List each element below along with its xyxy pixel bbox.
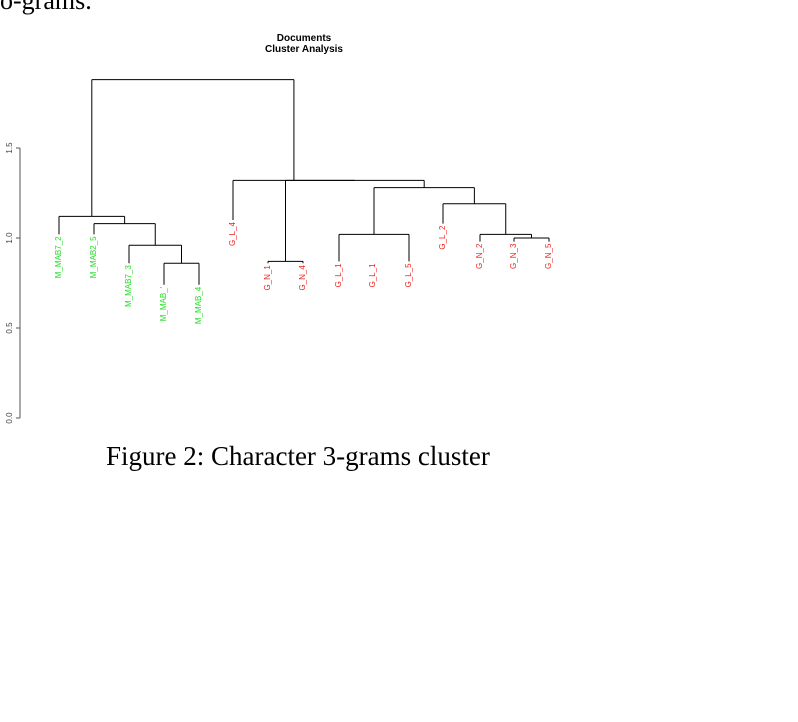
leaf-labels: M_MAB7_2 M_MAB2_5 M_MAB7_3 M_MAB_' M_MAB_4 G_… bbox=[54, 221, 553, 324]
leaf-label: G_N_1 bbox=[263, 265, 272, 291]
leaf-label: G_N_2 bbox=[475, 243, 484, 269]
chart-subtitle-line: Cluster Analysis bbox=[265, 44, 343, 55]
chart-title-line: Documents bbox=[276, 33, 332, 44]
dendrogram-branches bbox=[58, 79, 550, 285]
figure-caption: Figure 2: Character 3-grams cluster bbox=[106, 441, 490, 471]
leaf-label: M_MAB2_5 bbox=[89, 236, 98, 278]
y-tick-label: 1.0 bbox=[5, 232, 14, 244]
leaf-label: G_L_1 bbox=[368, 263, 377, 288]
leaf-label: M_MAB_4 bbox=[194, 286, 203, 324]
y-axis: 0.0 0.5 1.0 1.5 bbox=[5, 142, 21, 424]
leaf-label: G_L_1 bbox=[334, 263, 343, 288]
leaf-label: M_MAB_' bbox=[159, 286, 168, 321]
leaf-label: M_MAB7_2 bbox=[54, 236, 63, 278]
y-tick-label: 0.5 bbox=[5, 322, 14, 334]
dendrogram-chart: 0.00.51.01.5 M_MAB7_2 M_MAB2_5M_MAB7_3 M_M… bbox=[5, 79, 553, 424]
leaf-label: G_L_2 bbox=[438, 225, 447, 250]
leaf-label: G_N_4 bbox=[298, 265, 307, 291]
y-tick-label: 1.5 bbox=[5, 142, 14, 154]
leaf-label: G_N_3 bbox=[509, 243, 518, 269]
leaf-label: G_L_5 bbox=[404, 263, 413, 288]
y-tick-label: 0.0 bbox=[5, 412, 14, 424]
leaf-label: G_L_4 bbox=[228, 221, 237, 246]
leaf-label: G_N_5 bbox=[544, 243, 553, 269]
leaf-label: M_MAB7_3 bbox=[124, 265, 133, 307]
preceding-text-fragment: o-grams. bbox=[0, 0, 92, 15]
chart-title: Documents Cluster Analysis bbox=[204, 33, 404, 55]
